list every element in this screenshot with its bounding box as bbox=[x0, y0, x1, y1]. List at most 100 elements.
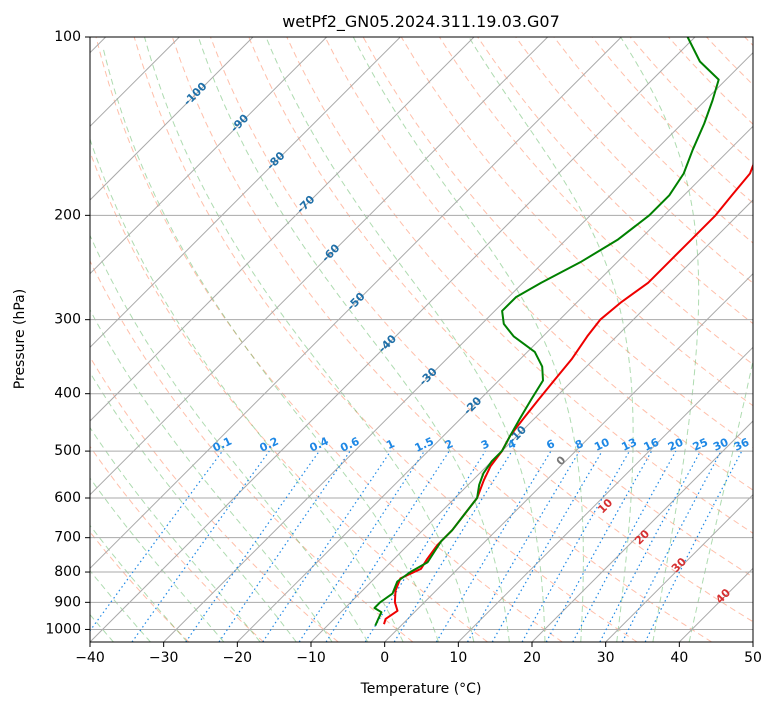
dry-adiabat-line bbox=[438, 37, 753, 366]
isotherm-line bbox=[90, 37, 549, 496]
x-tick-label: −10 bbox=[296, 650, 326, 666]
isotherm-line bbox=[90, 37, 696, 642]
x-tick-label: 40 bbox=[670, 650, 688, 666]
moist-adiabat-line bbox=[352, 37, 584, 642]
y-tick-label: 200 bbox=[54, 207, 81, 223]
mixing-ratio-label: 25 bbox=[691, 436, 710, 454]
mixing-ratio-label: 13 bbox=[620, 436, 639, 454]
isotherm-line bbox=[90, 37, 328, 275]
chart-title: wetPf2_GN05.2024.311.19.03.G07 bbox=[282, 12, 560, 32]
mixing-ratio-line bbox=[644, 450, 743, 642]
isotherm-line bbox=[384, 272, 753, 642]
y-tick-label: 100 bbox=[54, 29, 81, 45]
x-axis-title: Temperature (°C) bbox=[360, 681, 482, 697]
mixing-ratio-line bbox=[298, 450, 425, 642]
isotherm-line bbox=[752, 641, 753, 642]
mixing-ratio-label: 6 bbox=[544, 437, 557, 452]
isotherm-line bbox=[531, 420, 753, 642]
mixing-ratio-line bbox=[599, 450, 702, 642]
mixing-ratio-label: 36 bbox=[732, 435, 752, 453]
dry-adiabat-line bbox=[95, 37, 563, 642]
mixing-ratio-line bbox=[262, 450, 392, 642]
moist-adiabat-line bbox=[90, 308, 333, 642]
mixing-ratio-line bbox=[364, 450, 486, 642]
mixing-ratio-line bbox=[545, 450, 653, 642]
isotherm-line bbox=[90, 37, 475, 422]
dry-adiabat-line bbox=[286, 37, 753, 534]
dry-adiabat-line bbox=[210, 37, 753, 623]
dry-adiabat-line bbox=[668, 37, 753, 125]
moist-adiabat-line bbox=[90, 234, 369, 642]
x-tick-label: 30 bbox=[597, 650, 615, 666]
moist-adiabat-line bbox=[144, 37, 475, 642]
y-tick-label: 500 bbox=[54, 443, 81, 459]
isotherm-line bbox=[163, 51, 753, 642]
dry-adiabat-line bbox=[90, 531, 190, 642]
mixing-ratio-label: 10 bbox=[592, 435, 612, 453]
mixing-ratio-line bbox=[466, 450, 580, 642]
dry-adiabat-line bbox=[706, 37, 753, 86]
isotherm-line bbox=[236, 125, 753, 642]
y-tick-label: 700 bbox=[54, 530, 81, 546]
isotherm-line bbox=[90, 37, 401, 349]
moist-adiabat-label: 40 bbox=[713, 586, 733, 606]
mixing-ratio-label: 20 bbox=[666, 435, 686, 453]
x-tick-label: −20 bbox=[223, 650, 253, 666]
mixing-ratio-label: 1.5 bbox=[413, 435, 436, 455]
mixing-ratio-lines bbox=[90, 450, 743, 642]
plot-frame bbox=[89, 36, 754, 643]
x-tick-label: 0 bbox=[380, 650, 389, 666]
mixing-ratio-label: 16 bbox=[642, 435, 662, 453]
plot-area: -100-90-80-70-60-50-40-30-20-100.1 0.2 0.4… bbox=[90, 37, 753, 642]
dry-adiabat-line bbox=[591, 37, 753, 204]
y-tick-label: 800 bbox=[54, 564, 81, 580]
mixing-ratio-label: 3 bbox=[479, 437, 491, 452]
mixing-ratio-line bbox=[131, 450, 270, 642]
temperature-profile-line bbox=[383, 162, 753, 625]
dry-adiabat-line bbox=[553, 37, 753, 244]
dry-adiabat-line bbox=[90, 150, 488, 642]
moist-adiabat-label: 10 bbox=[595, 496, 615, 516]
dry-adiabat-line bbox=[515, 37, 753, 284]
y-tick-label: 1000 bbox=[45, 621, 81, 637]
mixing-ratio-label: 0.6 bbox=[338, 434, 361, 454]
x-tick-label: −40 bbox=[75, 650, 105, 666]
dry-adiabat-line bbox=[171, 37, 712, 642]
y-tick-label: 400 bbox=[54, 386, 81, 402]
moist-adiabat-line bbox=[620, 37, 700, 642]
isotherm-line bbox=[90, 37, 622, 570]
dry-adiabat-line bbox=[133, 37, 638, 642]
background-labels: -100-90-80-70-60-50-40-30-20-100.1 0.2 0.4… bbox=[181, 79, 752, 606]
dry-adiabat-line bbox=[90, 445, 264, 642]
x-tick-label: 20 bbox=[523, 650, 541, 666]
isotherms bbox=[90, 37, 753, 642]
moist-adiabat-line bbox=[90, 371, 297, 642]
mixing-ratio-line bbox=[393, 450, 513, 642]
moist-adiabat-line bbox=[90, 477, 225, 642]
isotherm-line bbox=[605, 493, 753, 642]
y-axis-title: Pressure (hPa) bbox=[12, 289, 28, 389]
moist-adiabat-line bbox=[103, 49, 439, 642]
dry-adiabat-line bbox=[90, 356, 339, 642]
isotherm-line bbox=[457, 346, 753, 642]
dry-adiabat-line bbox=[248, 37, 753, 578]
mixing-ratio-line bbox=[325, 450, 450, 642]
moist-adiabat-line bbox=[197, 37, 510, 642]
dry-adiabat-line bbox=[90, 259, 414, 642]
mixing-ratio-label: 1 bbox=[384, 437, 396, 452]
x-axis: −40 −30 −20 −10 0 10 20 30 40 50 bbox=[75, 642, 762, 666]
x-tick-label: 50 bbox=[744, 650, 762, 666]
mixing-ratio-line bbox=[90, 450, 223, 632]
moist-adiabat-line bbox=[90, 426, 261, 642]
profile-series bbox=[373, 37, 753, 627]
dry-adiabat-line bbox=[324, 37, 753, 491]
mixing-ratio-label: 0.1 bbox=[211, 435, 234, 455]
mixing-ratio-label: 0.2 bbox=[257, 435, 280, 455]
dry-adiabat-line bbox=[744, 37, 753, 47]
moist-adiabat-line bbox=[468, 37, 634, 642]
mixing-ratio-line bbox=[218, 450, 351, 642]
y-tick-label: 900 bbox=[54, 594, 81, 610]
x-tick-label: −30 bbox=[149, 650, 179, 666]
isobars bbox=[90, 37, 753, 630]
